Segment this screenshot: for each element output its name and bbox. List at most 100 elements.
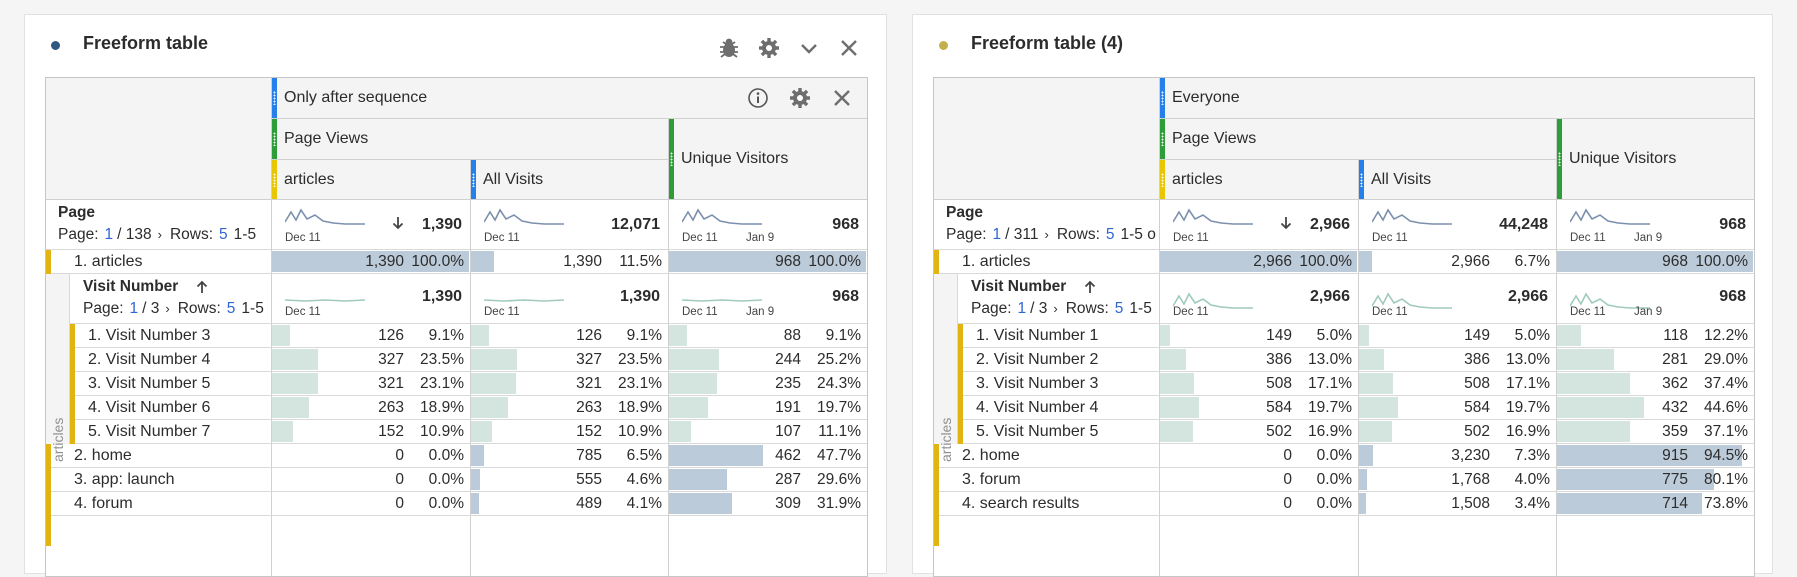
chevron-down-icon[interactable] <box>796 35 822 61</box>
page-number-input[interactable]: 1 <box>992 226 1002 243</box>
cell-percent: 18.9% <box>618 399 662 416</box>
column-drag-handle[interactable] <box>1160 160 1165 199</box>
column-divider <box>668 200 669 576</box>
cell-value: 968 <box>1662 253 1688 270</box>
sparkline-end-date: Jan 9 <box>1634 232 1663 244</box>
cell-percent: 0.0% <box>428 447 464 464</box>
gear-icon[interactable] <box>756 35 782 61</box>
page-number-input[interactable]: 1 <box>1017 300 1027 317</box>
cell-value: 126 <box>576 327 602 344</box>
panel-title[interactable]: Freeform table <box>83 33 209 53</box>
sort-descending-arrow-icon[interactable] <box>1280 216 1292 235</box>
value-bar <box>669 349 719 370</box>
column-total: 2,966 <box>1309 216 1350 233</box>
table-row[interactable]: 0 0.0% 489 4.1% 309 31.9% 4. forum <box>46 492 867 516</box>
info-icon[interactable] <box>747 87 769 114</box>
segment-drag-handle[interactable] <box>1160 78 1165 118</box>
column-header-unique-visitors[interactable]: Unique Visitors <box>668 119 867 200</box>
next-page-chevron-icon[interactable]: › <box>1053 301 1058 316</box>
column-divider <box>271 200 272 576</box>
segment-header[interactable]: Everyone <box>1159 78 1754 119</box>
metric-group-label: Page Views <box>284 130 369 147</box>
metric-group-header[interactable]: Page Views <box>271 119 668 160</box>
bug-icon[interactable] <box>716 35 742 61</box>
table-row[interactable]: 2,966 100.0% 2,966 6.7% 968 100.0% 1. articles <box>934 250 1754 274</box>
segment-remove-close-icon[interactable] <box>833 89 851 112</box>
table-row[interactable]: 0 0.0% 1,508 3.4% 714 73.8% 4. search results <box>934 492 1754 516</box>
column-drag-handle[interactable] <box>669 119 674 199</box>
breakdown-row[interactable]: 263 18.9% 263 18.9% 191 19.7% 4. Visit Number … <box>46 396 867 420</box>
sort-ascending-arrow-icon[interactable] <box>1084 280 1096 299</box>
breakdown-row[interactable]: 126 9.1% 126 9.1% 88 9.1% 1. Visit Number 3 <box>46 324 867 348</box>
close-icon[interactable] <box>836 35 862 61</box>
breakdown-row[interactable]: 386 13.0% 386 13.0% 281 29.0% 2. Visit Number … <box>934 348 1754 372</box>
rows-per-page-select[interactable]: 5 <box>219 226 228 243</box>
column-header-articles[interactable]: articles <box>1159 160 1358 200</box>
segment-drag-handle[interactable] <box>272 78 277 118</box>
dimension-title[interactable]: Page <box>58 204 96 221</box>
table-row-partial[interactable] <box>46 516 867 546</box>
sparkline <box>284 206 365 226</box>
column-header-all-visits[interactable]: All Visits <box>470 160 668 200</box>
next-page-chevron-icon[interactable]: › <box>157 227 162 242</box>
breakdown-dimension-title[interactable]: Visit Number <box>971 278 1067 295</box>
cell-percent: 37.4% <box>1704 375 1748 392</box>
next-page-chevron-icon[interactable]: › <box>1044 227 1049 242</box>
sort-ascending-arrow-icon[interactable] <box>196 280 208 299</box>
value-bar <box>272 349 318 370</box>
panel-title[interactable]: Freeform table (4) <box>971 33 1124 53</box>
metric-group-header[interactable]: Page Views <box>1159 119 1556 160</box>
breakdown-row[interactable]: 321 23.1% 321 23.1% 235 24.3% 3. Visit Number … <box>46 372 867 396</box>
row-label: 2. home <box>74 446 132 464</box>
rows-per-page-select[interactable]: 5 <box>1114 300 1124 317</box>
column-divider <box>1556 200 1557 576</box>
table-row[interactable]: 0 0.0% 555 4.6% 287 29.6% 3. app: launch <box>46 468 867 492</box>
column-header-articles[interactable]: articles <box>271 160 470 200</box>
breakdown-row[interactable]: 502 16.9% 502 16.9% 359 37.1% 5. Visit Number … <box>934 420 1754 444</box>
rows-per-page-select[interactable]: 5 <box>1105 226 1115 243</box>
breakdown-row[interactable]: 584 19.7% 584 19.7% 432 44.6% 4. Visit Number … <box>934 396 1754 420</box>
breakdown-indent <box>46 420 70 444</box>
breakdown-row[interactable]: 508 17.1% 508 17.1% 362 37.4% 3. Visit Number … <box>934 372 1754 396</box>
cell-percent: 29.6% <box>817 471 861 488</box>
value-bar <box>1557 397 1644 418</box>
rows-range: 1-5 o <box>1120 226 1156 243</box>
breakdown-row[interactable]: 149 5.0% 149 5.0% 118 12.2% 1. Visit Number 1 <box>934 324 1754 348</box>
column-drag-handle[interactable] <box>1359 160 1364 199</box>
column-divider <box>1358 200 1359 576</box>
column-drag-handle[interactable] <box>1557 119 1562 199</box>
rows-per-page-select[interactable]: 5 <box>226 300 236 317</box>
table-row[interactable]: 0 0.0% 785 6.5% 462 47.7% 2. home <box>46 444 867 468</box>
cell-percent: 0.0% <box>428 471 464 488</box>
breakdown-row[interactable]: 152 10.9% 152 10.9% 107 11.1% 5. Visit Number … <box>46 420 867 444</box>
cell-percent: 0.0% <box>1316 495 1352 512</box>
row-label: 3. Visit Number 5 <box>88 374 211 392</box>
row-label: 1. Visit Number 1 <box>976 326 1099 344</box>
page-number-input[interactable]: 1 <box>104 226 114 243</box>
column-drag-handle[interactable] <box>272 160 277 199</box>
table-row-partial[interactable] <box>934 516 1754 546</box>
column-header-all-visits[interactable]: All Visits <box>1358 160 1556 200</box>
page-number-input[interactable]: 1 <box>129 300 139 317</box>
value-bar <box>669 421 691 442</box>
cell-value: 502 <box>1266 423 1292 440</box>
row-label: 1. articles <box>74 252 143 270</box>
table-row[interactable]: 0 0.0% 1,768 4.0% 775 80.1% 3. forum <box>934 468 1754 492</box>
breakdown-row[interactable]: 327 23.5% 327 23.5% 244 25.2% 2. Visit Number … <box>46 348 867 372</box>
cell-percent: 18.9% <box>420 399 464 416</box>
metric-group-label: Page Views <box>1172 130 1257 147</box>
sort-descending-arrow-icon[interactable] <box>392 216 404 235</box>
cell-value: 432 <box>1662 399 1688 416</box>
column-header-unique-visitors[interactable]: Unique Visitors <box>1556 119 1754 200</box>
metric-group-drag-handle[interactable] <box>1160 119 1165 159</box>
next-page-chevron-icon[interactable]: › <box>165 301 170 316</box>
table-row[interactable]: 1,390 100.0% 1,390 11.5% 968 100.0% 1. article… <box>46 250 867 274</box>
segment-settings-gear-icon[interactable] <box>789 87 811 114</box>
dimension-title[interactable]: Page <box>946 204 984 221</box>
metric-group-drag-handle[interactable] <box>272 119 277 159</box>
column-drag-handle[interactable] <box>471 160 476 199</box>
table-row[interactable]: 0 0.0% 3,230 7.3% 915 94.5% 2. home <box>934 444 1754 468</box>
cell-value: 0 <box>395 447 404 464</box>
segment-header[interactable]: Only after sequence <box>271 78 867 119</box>
breakdown-dimension-title[interactable]: Visit Number <box>83 278 179 295</box>
